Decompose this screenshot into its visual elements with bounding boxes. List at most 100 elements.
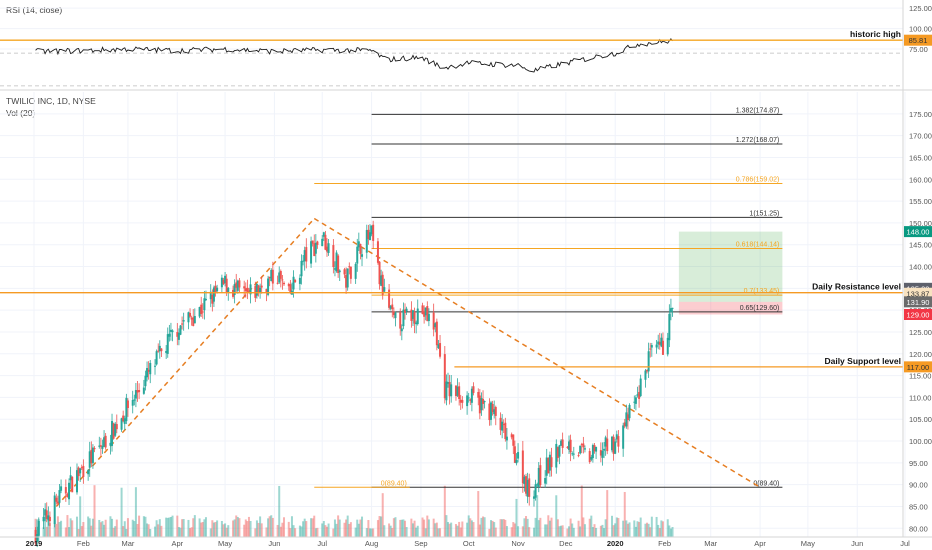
volume-bar <box>115 519 118 537</box>
candle-body <box>657 341 660 345</box>
price-badge-label: 131.90 <box>907 298 930 307</box>
candle-body <box>545 457 548 476</box>
fib-level-label: 0.786(159.02) <box>736 177 780 184</box>
candle-body <box>133 399 136 401</box>
candle-body <box>177 332 180 340</box>
candle-body <box>64 487 67 494</box>
candle-body <box>423 311 426 317</box>
position-stop-zone[interactable] <box>678 301 783 315</box>
volume-bar <box>405 527 408 537</box>
candle-body <box>650 345 653 348</box>
candle-body <box>259 287 262 293</box>
volume-bar <box>612 525 615 537</box>
price-badge <box>904 309 932 320</box>
volume-bar <box>525 516 528 537</box>
volume-bar <box>571 523 574 537</box>
price-tick-label: 160.00 <box>909 175 932 184</box>
candle-body <box>233 284 236 296</box>
price-tick-label: 100.00 <box>909 437 932 446</box>
volume-bar <box>212 522 215 537</box>
price-tick-label: 110.00 <box>909 393 931 402</box>
volume-bar <box>335 523 338 537</box>
candle-body <box>579 445 582 454</box>
candle-body <box>314 242 317 254</box>
long-position-box[interactable] <box>678 231 783 315</box>
candle-body <box>349 266 352 279</box>
volume-bar <box>201 522 204 537</box>
volume-bar <box>111 518 114 537</box>
volume-bar <box>577 520 580 537</box>
horizontal-levels[interactable]: historic high Daily Resistance level Daily… <box>0 29 903 368</box>
volume-bar <box>99 522 102 537</box>
candle-body <box>216 287 219 292</box>
volume-bar <box>136 523 139 537</box>
volume-bar <box>454 524 457 537</box>
volume-bar <box>244 519 247 537</box>
candle-body <box>227 287 230 293</box>
position-target-zone[interactable] <box>678 231 783 302</box>
volume-bar <box>523 518 526 537</box>
volume-bar <box>311 518 314 537</box>
volume-bar <box>660 520 663 537</box>
volume-bar <box>281 522 284 537</box>
time-tick-label: Apr <box>171 539 183 548</box>
trend-lines[interactable] <box>55 217 761 507</box>
volume-bar <box>489 520 492 537</box>
candle-body <box>370 225 373 235</box>
downtrend-dashed-line[interactable] <box>313 217 761 488</box>
volume-bar <box>134 487 137 537</box>
candle-body <box>168 333 171 337</box>
volume-bar <box>203 519 206 537</box>
volume-bar <box>131 519 134 537</box>
candle-body <box>434 323 437 328</box>
candle-body <box>267 278 270 295</box>
volume-bar <box>101 521 104 537</box>
volume-bar <box>77 528 80 537</box>
volume-bar <box>114 526 117 537</box>
volume-bar <box>233 519 236 537</box>
volume-bar <box>488 528 491 537</box>
candle-body <box>502 424 505 426</box>
volume-bar <box>666 519 669 537</box>
candle-body <box>534 484 537 498</box>
candle-body <box>392 311 395 316</box>
candle-body <box>265 288 268 294</box>
volume-bar <box>333 519 336 537</box>
volume-bar <box>517 526 520 537</box>
candle-body <box>523 476 526 485</box>
candle-body <box>388 289 391 308</box>
volume-bar <box>512 522 515 537</box>
time-axis[interactable]: 2019 Feb Mar Apr May Jun Jul Aug Sep Oct Nov Dec 202… <box>0 536 932 548</box>
price-tick-label: 85.00 <box>909 502 928 511</box>
volume-bar <box>482 516 485 537</box>
candle-body <box>669 308 672 313</box>
volume-bar <box>601 524 604 537</box>
candle-body <box>424 307 427 316</box>
candle-body <box>346 268 349 288</box>
uptrend-dashed-line[interactable] <box>55 218 315 507</box>
candle-body <box>591 445 594 459</box>
volume-bar <box>287 521 290 537</box>
candle-body <box>112 423 115 439</box>
candle-body <box>298 277 301 284</box>
volume-bar <box>357 523 360 537</box>
volume-bar <box>669 528 672 537</box>
fibonacci-levels[interactable]: 1.382(174.87) 1.272(168.07) 0.786(159.02) 1… <box>314 107 783 488</box>
candle-body <box>445 381 448 401</box>
candle-body <box>103 437 106 447</box>
volume-bar <box>532 527 535 537</box>
candle-body <box>122 415 125 422</box>
candle-body <box>321 238 324 247</box>
candle-body <box>614 441 617 454</box>
volume-bar <box>622 520 625 537</box>
volume-bar <box>477 491 480 537</box>
candle-body <box>666 337 669 355</box>
volume-bar <box>294 528 297 537</box>
candle-body <box>521 450 524 484</box>
volume-title: Vol (20) <box>6 108 35 118</box>
candle-body <box>120 418 123 430</box>
volume-bar <box>169 516 172 537</box>
time-tick-label: Nov <box>511 539 525 548</box>
candle-body <box>316 241 319 245</box>
